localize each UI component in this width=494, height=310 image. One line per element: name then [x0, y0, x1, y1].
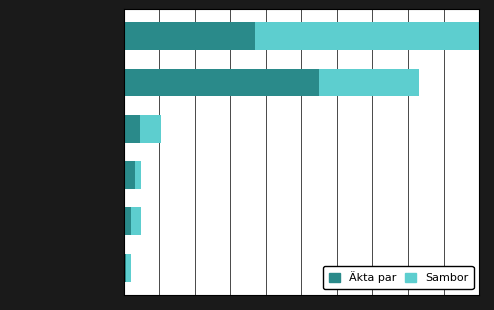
Bar [255, 22, 479, 50]
Bar [139, 115, 161, 143]
Bar [130, 207, 141, 235]
Bar [124, 207, 130, 235]
Bar [124, 69, 319, 96]
Bar [124, 115, 139, 143]
Bar [124, 161, 135, 189]
Bar [319, 69, 419, 96]
Bar [135, 161, 141, 189]
Bar [124, 254, 125, 281]
Bar [125, 254, 130, 281]
Legend: Äkta par, Sambor: Äkta par, Sambor [323, 266, 474, 289]
Bar [124, 22, 255, 50]
